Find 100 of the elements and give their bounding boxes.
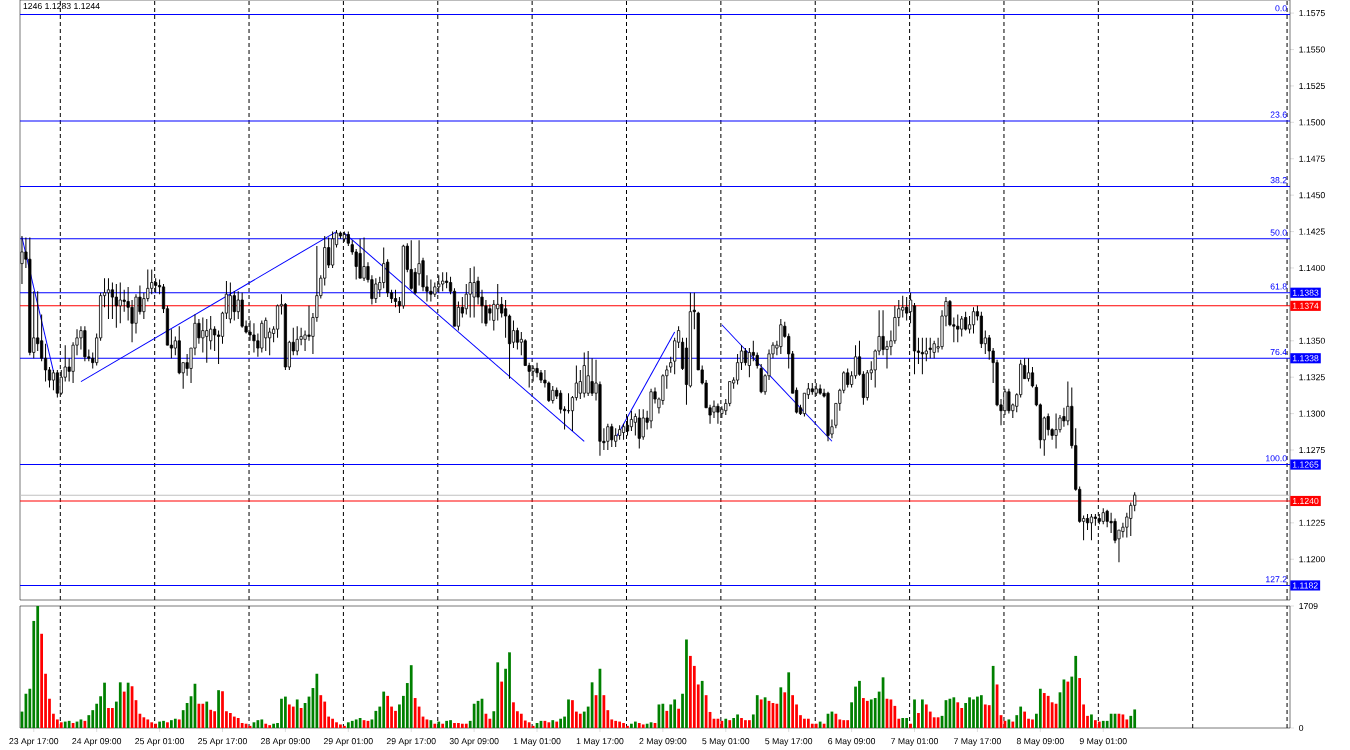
bar <box>976 696 979 729</box>
bar <box>689 655 692 729</box>
bar <box>633 721 637 729</box>
bar <box>842 720 846 729</box>
bar <box>1090 714 1093 729</box>
bar <box>1133 709 1137 729</box>
bar <box>453 723 456 729</box>
bar <box>228 713 232 729</box>
bar <box>728 720 732 729</box>
bar <box>720 720 724 729</box>
bar <box>1094 720 1097 729</box>
bar <box>1066 681 1070 729</box>
bar <box>319 695 323 729</box>
candlestick <box>920 337 924 375</box>
bar <box>952 697 956 729</box>
bar <box>818 721 822 729</box>
bar <box>173 718 177 729</box>
bar <box>122 691 126 729</box>
bar <box>987 705 991 729</box>
bar <box>622 723 625 729</box>
candlestick <box>205 318 209 364</box>
candlestick <box>500 296 504 318</box>
bar <box>661 703 665 729</box>
ref-line-label: 1.1182 <box>1292 582 1318 589</box>
bar <box>472 703 476 729</box>
bar <box>1101 720 1105 729</box>
bar <box>862 698 865 729</box>
bar <box>571 700 574 729</box>
bar <box>111 708 114 729</box>
x-tick-label: 24 Apr 09:00 <box>72 738 122 746</box>
bar <box>787 672 791 729</box>
bar <box>67 720 71 729</box>
candlestick <box>295 325 299 356</box>
x-tick-label: 1 May 01:00 <box>513 738 561 746</box>
bar <box>673 699 677 729</box>
bar <box>36 606 40 729</box>
candlestick <box>610 423 614 448</box>
bar <box>791 695 794 729</box>
bar <box>512 702 515 729</box>
bar <box>1019 706 1023 729</box>
bar <box>335 722 338 729</box>
y-tick-label: 1.1500 <box>1299 119 1325 126</box>
bar <box>166 722 169 729</box>
bar <box>299 708 303 729</box>
candlestick <box>956 314 960 343</box>
bar <box>350 720 354 729</box>
bar <box>1031 719 1034 729</box>
candlestick <box>232 290 236 321</box>
bar <box>519 713 523 729</box>
bar <box>991 665 995 729</box>
y-tick-label: 1.1325 <box>1299 374 1325 381</box>
candlestick <box>928 337 932 359</box>
bar <box>409 665 413 729</box>
y-tick-label: 1.1550 <box>1299 46 1325 53</box>
bar <box>869 699 873 729</box>
candlestick <box>362 236 366 282</box>
bar <box>343 725 346 729</box>
candlestick <box>728 381 732 407</box>
bar <box>1097 721 1101 729</box>
bar <box>858 680 861 729</box>
bar <box>905 718 909 729</box>
bar <box>630 723 633 729</box>
bar <box>555 721 559 729</box>
bar <box>260 719 264 729</box>
candlestick <box>114 283 118 329</box>
annotation: 0.0 <box>1275 5 1287 12</box>
candlestick <box>106 277 111 320</box>
bar <box>527 722 531 729</box>
bar <box>834 713 838 729</box>
candlestick <box>213 325 217 352</box>
bar <box>1046 695 1050 729</box>
ref-line-label: 1.1265 <box>1292 461 1319 468</box>
bar <box>386 695 390 729</box>
bar <box>158 721 161 729</box>
annotation: 50.0 <box>1270 229 1287 236</box>
candlestick <box>905 296 909 321</box>
annotation: 61.8 <box>1270 283 1287 290</box>
bar <box>547 722 551 729</box>
bar <box>901 718 905 729</box>
ref-line-label: 1.1374 <box>1292 302 1319 309</box>
bar <box>641 724 645 729</box>
bar <box>806 718 810 729</box>
x-tick-label: 25 Apr 01:00 <box>135 738 185 746</box>
candlestick <box>633 413 637 436</box>
bar <box>488 718 492 729</box>
bar <box>1078 678 1082 729</box>
bar <box>236 718 240 729</box>
x-tick-label: 6 May 09:00 <box>828 738 876 746</box>
bar <box>972 699 975 729</box>
bar <box>295 699 299 729</box>
bar <box>433 723 437 729</box>
candlestick <box>496 283 500 321</box>
bar <box>618 721 621 729</box>
candlestick <box>468 267 472 318</box>
bar <box>287 704 291 729</box>
bar <box>909 723 912 729</box>
annotation: 127.2 <box>1266 576 1287 583</box>
candlestick <box>118 282 122 324</box>
bar <box>983 704 987 729</box>
candlestick <box>307 305 311 342</box>
